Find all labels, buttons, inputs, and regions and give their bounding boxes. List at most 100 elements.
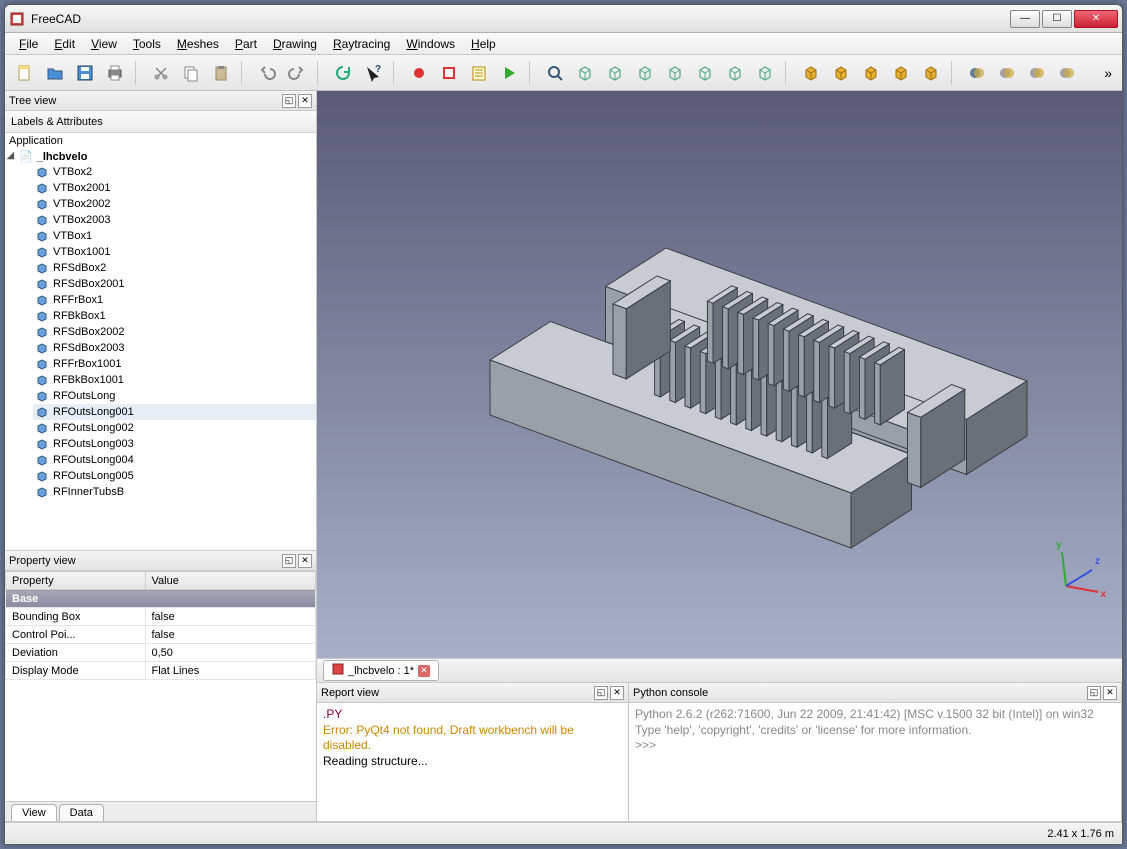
tree-item[interactable]: RFOutsLong003 bbox=[33, 436, 316, 452]
tree-item[interactable]: VTBox2 bbox=[33, 164, 316, 180]
tree-item[interactable]: RFOutsLong001 bbox=[33, 404, 316, 420]
property-col-value[interactable]: Value bbox=[145, 572, 316, 590]
tree-item[interactable]: RFSdBox2002 bbox=[33, 324, 316, 340]
bool4-icon[interactable] bbox=[1053, 59, 1081, 87]
top-icon[interactable] bbox=[631, 59, 659, 87]
cyl-icon[interactable] bbox=[827, 59, 855, 87]
3d-viewport[interactable]: x y z bbox=[317, 91, 1122, 658]
print-icon[interactable] bbox=[101, 59, 129, 87]
left-icon[interactable] bbox=[751, 59, 779, 87]
copy-icon[interactable] bbox=[177, 59, 205, 87]
tree-item[interactable]: VTBox1 bbox=[33, 228, 316, 244]
property-grid[interactable]: Property Value Base Bounding BoxfalseCon… bbox=[5, 571, 316, 801]
property-value[interactable]: false bbox=[145, 608, 316, 626]
paste-icon[interactable] bbox=[207, 59, 235, 87]
tree-item[interactable]: RFInnerTubsB bbox=[33, 484, 316, 500]
tree-item[interactable]: RFFrBox1001 bbox=[33, 356, 316, 372]
property-tab-view[interactable]: View bbox=[11, 804, 57, 821]
zoom-icon[interactable] bbox=[541, 59, 569, 87]
tree-doc-node[interactable]: 📄_lhcbvelo bbox=[5, 149, 316, 164]
menu-part[interactable]: Part bbox=[227, 35, 265, 53]
refresh-icon[interactable] bbox=[329, 59, 357, 87]
bool2-icon[interactable] bbox=[993, 59, 1021, 87]
open-icon[interactable] bbox=[41, 59, 69, 87]
bool1-icon[interactable] bbox=[963, 59, 991, 87]
tree-item[interactable]: RFOutsLong004 bbox=[33, 452, 316, 468]
tree-item[interactable]: VTBox2003 bbox=[33, 212, 316, 228]
app-icon bbox=[9, 11, 25, 27]
front-icon[interactable] bbox=[601, 59, 629, 87]
tree-close-button[interactable]: ✕ bbox=[298, 94, 312, 108]
property-undock-button[interactable]: ◱ bbox=[282, 554, 296, 568]
play-icon[interactable] bbox=[495, 59, 523, 87]
menu-meshes[interactable]: Meshes bbox=[169, 35, 227, 53]
bool3-icon[interactable] bbox=[1023, 59, 1051, 87]
part-icon bbox=[35, 213, 49, 227]
property-value[interactable]: false bbox=[145, 626, 316, 644]
tree-item[interactable]: RFBkBox1 bbox=[33, 308, 316, 324]
menu-raytracing[interactable]: Raytracing bbox=[325, 35, 398, 53]
property-value[interactable]: Flat Lines bbox=[145, 662, 316, 680]
tree-item[interactable]: RFFrBox1 bbox=[33, 292, 316, 308]
record-icon[interactable] bbox=[405, 59, 433, 87]
part-icon bbox=[35, 405, 49, 419]
menu-drawing[interactable]: Drawing bbox=[265, 35, 325, 53]
tree-item[interactable]: VTBox2001 bbox=[33, 180, 316, 196]
tree-item[interactable]: RFSdBox2001 bbox=[33, 276, 316, 292]
save-icon[interactable] bbox=[71, 59, 99, 87]
menu-help[interactable]: Help bbox=[463, 35, 504, 53]
menu-tools[interactable]: Tools bbox=[125, 35, 169, 53]
report-undock-button[interactable]: ◱ bbox=[594, 686, 608, 700]
property-close-button[interactable]: ✕ bbox=[298, 554, 312, 568]
whatsthis-icon[interactable]: ? bbox=[359, 59, 387, 87]
tree-item[interactable]: RFSdBox2 bbox=[33, 260, 316, 276]
property-tab-data[interactable]: Data bbox=[59, 804, 104, 821]
menu-windows[interactable]: Windows bbox=[398, 35, 463, 53]
cone-icon[interactable] bbox=[887, 59, 915, 87]
toolbar-overflow[interactable]: » bbox=[1100, 65, 1116, 81]
python-console[interactable]: Python 2.6.2 (r262:71600, Jun 22 2009, 2… bbox=[629, 703, 1121, 821]
python-close-button[interactable]: ✕ bbox=[1103, 686, 1117, 700]
tree-item[interactable]: RFSdBox2003 bbox=[33, 340, 316, 356]
menu-file[interactable]: File bbox=[11, 35, 46, 53]
rear-icon[interactable] bbox=[691, 59, 719, 87]
report-panel-title: Report view bbox=[321, 687, 379, 699]
report-line: .PY bbox=[323, 707, 622, 723]
python-line: Python 2.6.2 (r262:71600, Jun 22 2009, 2… bbox=[635, 707, 1115, 723]
report-console[interactable]: .PYError: PyQt4 not found, Draft workben… bbox=[317, 703, 628, 821]
bottom-icon[interactable] bbox=[721, 59, 749, 87]
undo-icon[interactable] bbox=[253, 59, 281, 87]
tree-view[interactable]: Application 📄_lhcbvelo VTBox2VTBox2001VT… bbox=[5, 133, 316, 550]
maximize-button[interactable]: ☐ bbox=[1042, 10, 1072, 28]
document-tab[interactable]: _lhcbvelo : 1* ✕ bbox=[323, 660, 439, 681]
cut-icon[interactable] bbox=[147, 59, 175, 87]
tree-item[interactable]: RFBkBox1001 bbox=[33, 372, 316, 388]
tree-undock-button[interactable]: ◱ bbox=[282, 94, 296, 108]
tree-item[interactable]: RFOutsLong005 bbox=[33, 468, 316, 484]
python-undock-button[interactable]: ◱ bbox=[1087, 686, 1101, 700]
stop-icon[interactable] bbox=[435, 59, 463, 87]
document-tab-close[interactable]: ✕ bbox=[418, 665, 430, 677]
tree-item[interactable]: RFOutsLong002 bbox=[33, 420, 316, 436]
menu-edit[interactable]: Edit bbox=[46, 35, 83, 53]
tree-item[interactable]: VTBox2002 bbox=[33, 196, 316, 212]
redo-icon[interactable] bbox=[283, 59, 311, 87]
part-icon bbox=[35, 389, 49, 403]
new-icon[interactable] bbox=[11, 59, 39, 87]
report-close-button[interactable]: ✕ bbox=[610, 686, 624, 700]
tree-item[interactable]: VTBox1001 bbox=[33, 244, 316, 260]
property-col-property[interactable]: Property bbox=[6, 572, 146, 590]
box-icon[interactable] bbox=[797, 59, 825, 87]
right-icon[interactable] bbox=[661, 59, 689, 87]
property-value[interactable]: 0,50 bbox=[145, 644, 316, 662]
sph-icon[interactable] bbox=[857, 59, 885, 87]
minimize-button[interactable]: — bbox=[1010, 10, 1040, 28]
property-panel-header: Property view ◱ ✕ bbox=[5, 551, 316, 571]
tree-item[interactable]: RFOutsLong bbox=[33, 388, 316, 404]
close-button[interactable]: ✕ bbox=[1074, 10, 1118, 28]
macro-icon[interactable] bbox=[465, 59, 493, 87]
iso-icon[interactable] bbox=[571, 59, 599, 87]
menu-view[interactable]: View bbox=[83, 35, 125, 53]
tree-item-label: VTBox1 bbox=[53, 230, 92, 242]
torus-icon[interactable] bbox=[917, 59, 945, 87]
